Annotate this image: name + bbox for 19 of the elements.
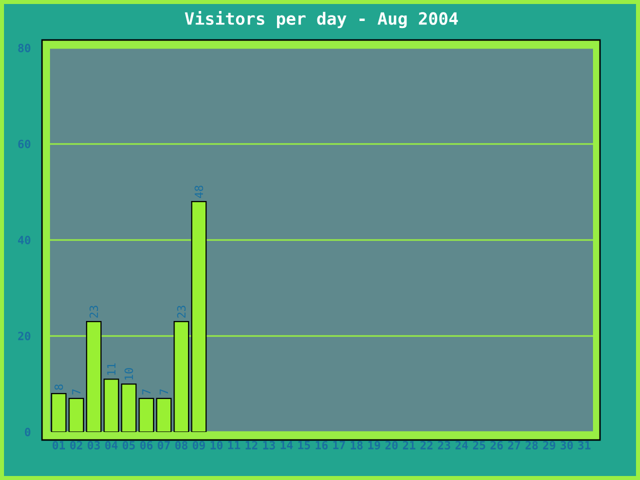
data-label: 48 — [194, 186, 204, 198]
data-label: 7 — [142, 389, 150, 395]
data-label: 7 — [72, 389, 80, 395]
bar — [86, 321, 102, 432]
chart-title: Visitors per day - Aug 2004 — [184, 10, 458, 28]
data-label: 10 — [124, 368, 134, 380]
data-label: 23 — [177, 306, 186, 318]
data-label: 7 — [160, 389, 168, 395]
data-label: 8 — [54, 384, 64, 390]
data-label: 11 — [107, 363, 116, 375]
bar — [68, 398, 84, 432]
bar — [51, 393, 67, 432]
bar — [138, 398, 154, 432]
bar — [156, 398, 172, 432]
bar — [104, 378, 120, 432]
bar — [191, 201, 207, 432]
bar — [174, 321, 190, 432]
data-label: 23 — [90, 306, 98, 318]
bar — [121, 383, 137, 432]
